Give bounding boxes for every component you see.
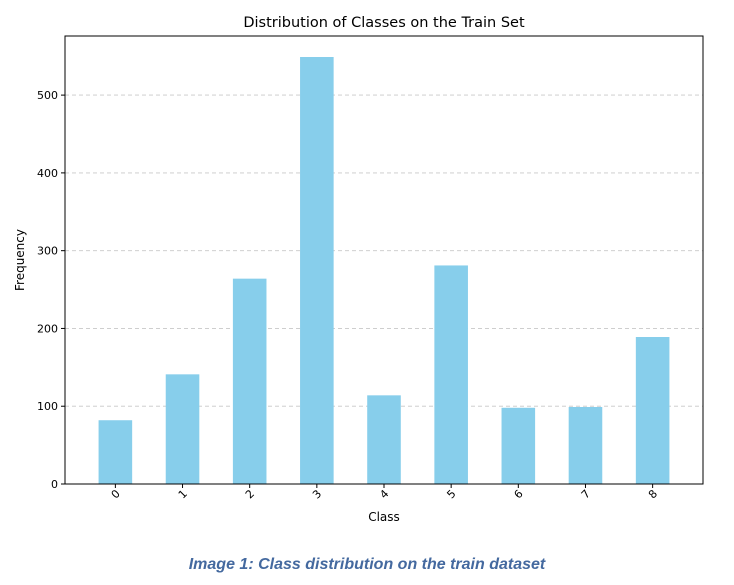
chart-title: Distribution of Classes on the Train Set [243,15,525,31]
bar-class-4 [367,395,401,484]
x-tick-label: 1 [176,487,190,501]
y-axis-label: Frequency [13,229,27,291]
bar-class-1 [165,374,200,484]
x-tick-label: 2 [243,487,257,501]
y-tick-label: 200 [37,322,58,335]
x-tick-label: 0 [109,487,123,501]
bar-class-2 [232,278,267,484]
y-axis-ticks: 0 100 200 300 400 500 [37,89,65,491]
y-tick-label: 0 [51,478,58,491]
bar-class-3 [300,57,334,484]
x-tick-label: 8 [646,487,660,501]
x-tick-label: 3 [310,487,324,501]
bar-class-8 [635,337,670,484]
x-axis-ticks: 0 1 2 3 4 5 6 7 8 [109,484,660,501]
figure-caption: Image 1: Class distribution on the train… [188,556,546,573]
x-tick-label: 7 [579,487,593,501]
y-tick-label: 300 [37,245,58,258]
x-tick-label: 4 [377,487,391,501]
y-tick-label: 100 [37,400,58,413]
bar-class-5 [434,265,468,484]
y-tick-label: 400 [37,167,58,180]
bar-class-0 [98,420,133,484]
bars [98,57,670,484]
gridlines [65,94,703,407]
bar-class-6 [501,407,536,484]
x-tick-label: 6 [512,487,526,501]
y-tick-label: 500 [37,89,58,102]
bar-chart: Distribution of Classes on the Train Set… [13,15,704,524]
x-tick-label: 5 [444,487,458,501]
bar-class-7 [568,407,603,484]
x-axis-label: Class [368,510,400,524]
